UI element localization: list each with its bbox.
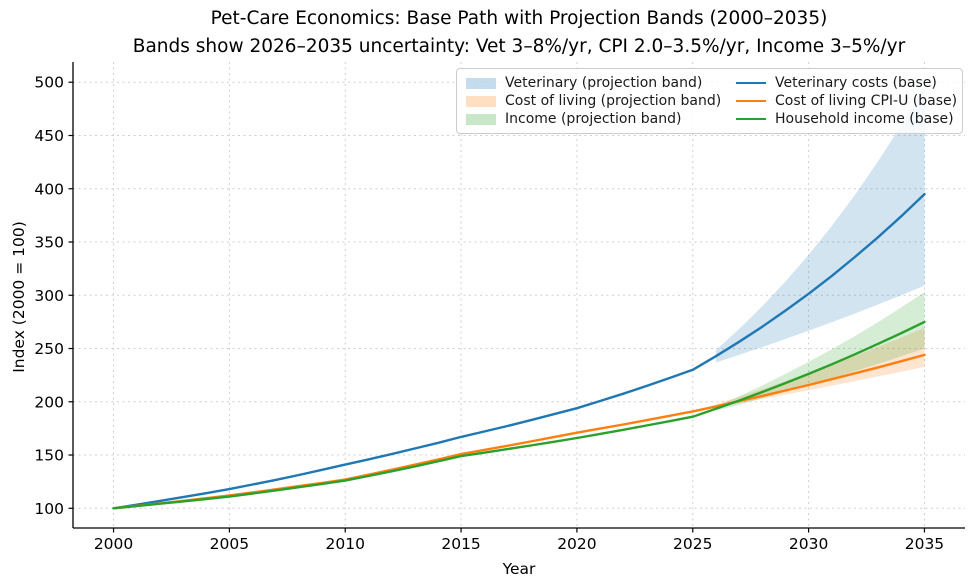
y-tick-label: 300: [34, 287, 64, 305]
chart-subtitle: Bands show 2026–2035 uncertainty: Vet 3–…: [132, 35, 906, 57]
y-tick-label: 450: [34, 127, 64, 145]
y-tick-label: 350: [34, 234, 64, 252]
line-swatch-icon: [736, 99, 766, 103]
line-swatch-icon: [736, 117, 766, 121]
band-swatch-icon: [466, 77, 496, 89]
chart-title: Pet-Care Economics: Base Path with Proje…: [210, 8, 828, 29]
legend-band-column: Veterinary (projection band) Cost of liv…: [466, 74, 736, 128]
legend-label: Veterinary (projection band): [505, 75, 703, 91]
x-tick-label: 2020: [557, 535, 596, 553]
line-swatch-icon: [736, 81, 766, 85]
x-tick-label: 2000: [94, 535, 133, 553]
band-vet: [715, 85, 925, 363]
band-swatch-icon: [466, 113, 496, 125]
legend-label: Veterinary costs (base): [775, 75, 937, 91]
legend-label: Household income (base): [775, 111, 954, 127]
line-vet: [112, 192, 926, 510]
band-cpi: [715, 327, 925, 408]
x-tick-label: 2030: [789, 535, 828, 553]
legend-label: Cost of living (projection band): [505, 93, 722, 109]
legend-item-band-income: Income (projection band): [466, 110, 736, 128]
x-tick-label: 2025: [673, 535, 712, 553]
y-tick-label: 200: [34, 393, 64, 411]
legend-item-line-vet: Veterinary costs (base): [736, 74, 957, 92]
x-axis-label: Year: [502, 560, 536, 578]
y-tick-label: 150: [34, 447, 64, 465]
legend-label: Income (projection band): [505, 111, 682, 127]
y-tick-label: 500: [34, 74, 64, 92]
x-tick-label: 2005: [210, 535, 249, 553]
y-tick-label: 100: [34, 500, 64, 518]
band-income: [715, 292, 925, 411]
legend-item-line-cpi: Cost of living CPI-U (base): [736, 92, 957, 110]
x-tick-label: 2010: [326, 535, 365, 553]
legend: Veterinary (projection band) Cost of liv…: [456, 68, 963, 134]
legend-line-column: Veterinary costs (base) Cost of living C…: [736, 74, 957, 128]
legend-item-band-cpi: Cost of living (projection band): [466, 92, 736, 110]
legend-item-band-vet: Veterinary (projection band): [466, 74, 736, 92]
y-axis-label: Index (2000 = 100): [10, 221, 28, 373]
y-tick-label: 400: [34, 180, 64, 198]
legend-item-line-income: Household income (base): [736, 110, 957, 128]
x-tick-label: 2015: [441, 535, 480, 553]
legend-label: Cost of living CPI-U (base): [775, 93, 958, 109]
band-swatch-icon: [466, 95, 496, 107]
line-income: [112, 320, 926, 510]
x-tick-label: 2035: [905, 535, 944, 553]
title-block: Pet-Care Economics: Base Path with Proje…: [58, 5, 980, 60]
y-tick-label: 250: [34, 340, 64, 358]
